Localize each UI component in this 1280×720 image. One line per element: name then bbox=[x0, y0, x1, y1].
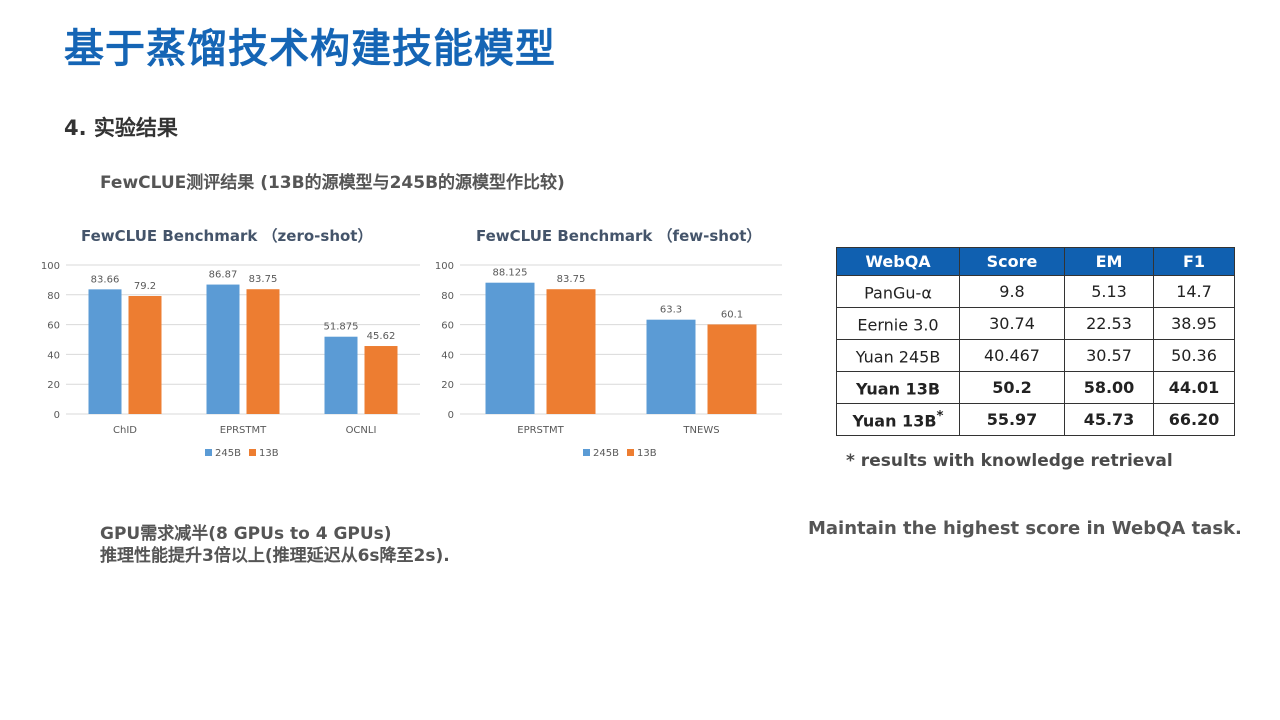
em-cell: 5.13 bbox=[1064, 275, 1154, 308]
data-label: 79.2 bbox=[134, 281, 156, 292]
y-tick-label: 60 bbox=[47, 321, 60, 332]
y-tick-label: 80 bbox=[441, 291, 454, 302]
data-label: 83.75 bbox=[249, 274, 278, 285]
category-label: ChID bbox=[113, 425, 137, 436]
legend-label: 13B bbox=[259, 448, 279, 459]
table-row: Yuan 13B* 55.97 45.73 66.20 bbox=[836, 403, 1235, 436]
slide-title: 基于蒸馏技术构建技能模型 bbox=[64, 26, 556, 72]
y-tick-label: 80 bbox=[47, 291, 60, 302]
score-cell: 30.74 bbox=[959, 307, 1065, 340]
webqa-conclusion: Maintain the highest score in WebQA task… bbox=[808, 518, 1242, 539]
legend-label: 245B bbox=[593, 448, 619, 459]
legend-swatch-13B bbox=[249, 449, 256, 456]
data-label: 60.1 bbox=[721, 309, 743, 320]
webqa-table: WebQA Score EM F1 PanGu-α 9.8 5.13 14.7 … bbox=[836, 247, 1235, 436]
y-tick-label: 40 bbox=[441, 350, 454, 361]
f1-cell: 38.95 bbox=[1153, 307, 1235, 340]
bar-13B-EPRSTMT bbox=[246, 289, 280, 414]
y-tick-label: 0 bbox=[54, 410, 60, 421]
y-tick-label: 0 bbox=[448, 410, 454, 421]
y-tick-label: 20 bbox=[47, 380, 60, 391]
bar-245B-EPRSTMT bbox=[485, 282, 535, 414]
category-label: TNEWS bbox=[682, 425, 719, 436]
legend-label: 13B bbox=[637, 448, 657, 459]
table-row: PanGu-α 9.8 5.13 14.7 bbox=[836, 275, 1235, 308]
f1-cell: 44.01 bbox=[1153, 371, 1235, 404]
model-cell: Yuan 13B bbox=[836, 371, 960, 404]
y-tick-label: 40 bbox=[47, 350, 60, 361]
zero-shot-chart-svg: FewCLUE Benchmark （zero-shot） 0 20 40 60 80 10… bbox=[41, 227, 420, 459]
chart-title: FewCLUE Benchmark （few-shot） bbox=[476, 227, 761, 245]
legend-swatch-245B bbox=[205, 449, 212, 456]
gpu-note-line: GPU需求减半(8 GPUs to 4 GPUs) bbox=[100, 524, 392, 544]
bar-13B-TNEWS bbox=[707, 324, 757, 414]
category-label: EPRSTMT bbox=[517, 425, 564, 436]
y-tick-label: 60 bbox=[441, 321, 454, 332]
data-label: 86.87 bbox=[209, 270, 238, 281]
table-row: Yuan 245B 40.467 30.57 50.36 bbox=[836, 339, 1235, 372]
bar-13B-EPRSTMT bbox=[546, 289, 596, 414]
bar-245B-ChID bbox=[88, 289, 122, 414]
header-f1: F1 bbox=[1153, 247, 1235, 276]
y-tick-label: 100 bbox=[435, 261, 454, 272]
em-cell: 22.53 bbox=[1064, 307, 1154, 340]
data-label: 83.75 bbox=[557, 274, 586, 285]
score-cell: 40.467 bbox=[959, 339, 1065, 372]
legend-swatch-245B bbox=[583, 449, 590, 456]
bar-245B-OCNLI bbox=[324, 336, 358, 414]
header-score: Score bbox=[959, 247, 1065, 276]
table-row: Eernie 3.0 30.74 22.53 38.95 bbox=[836, 307, 1235, 340]
few-shot-chart: FewCLUE Benchmark （few-shot） 0 20 40 60 80 100… bbox=[430, 220, 800, 470]
few-shot-chart-svg: FewCLUE Benchmark （few-shot） 0 20 40 60 80 100… bbox=[435, 227, 782, 459]
legend-label: 245B bbox=[215, 448, 241, 459]
chart-title: FewCLUE Benchmark （zero-shot） bbox=[81, 227, 372, 245]
em-cell: 30.57 bbox=[1064, 339, 1154, 372]
category-label: EPRSTMT bbox=[220, 425, 267, 436]
score-cell: 50.2 bbox=[959, 371, 1065, 404]
gpu-inference-note: GPU需求减半(8 GPUs to 4 GPUs) 推理性能提升3倍以上(推理延… bbox=[100, 523, 450, 567]
bar-245B-TNEWS bbox=[646, 319, 696, 414]
legend-swatch-13B bbox=[627, 449, 634, 456]
inference-note-line: 推理性能提升3倍以上(推理延迟从6s降至2s). bbox=[100, 546, 450, 566]
model-cell: PanGu-α bbox=[836, 275, 960, 308]
model-cell: Eernie 3.0 bbox=[836, 307, 960, 340]
em-cell: 45.73 bbox=[1064, 403, 1154, 436]
header-em: EM bbox=[1064, 247, 1154, 276]
table-row: Yuan 13B 50.2 58.00 44.01 bbox=[836, 371, 1235, 404]
score-cell: 9.8 bbox=[959, 275, 1065, 308]
bar-13B-OCNLI bbox=[364, 346, 398, 414]
zero-shot-chart: FewCLUE Benchmark （zero-shot） 0 20 40 60 80 10… bbox=[34, 220, 420, 470]
score-cell: 55.97 bbox=[959, 403, 1065, 436]
model-cell: Yuan 13B* bbox=[836, 403, 960, 436]
webqa-header-row: WebQA Score EM F1 bbox=[836, 247, 1235, 276]
f1-cell: 66.20 bbox=[1153, 403, 1235, 436]
bar-13B-ChID bbox=[128, 295, 162, 414]
fewclue-subheading: FewCLUE测评结果 (13B的源模型与245B的源模型作比较) bbox=[100, 173, 565, 193]
knowledge-retrieval-footnote: * results with knowledge retrieval bbox=[846, 451, 1173, 471]
em-cell: 58.00 bbox=[1064, 371, 1154, 404]
header-webqa: WebQA bbox=[836, 247, 960, 276]
y-tick-label: 100 bbox=[41, 261, 60, 272]
model-cell: Yuan 245B bbox=[836, 339, 960, 372]
y-tick-label: 20 bbox=[441, 380, 454, 391]
data-label: 83.66 bbox=[91, 274, 120, 285]
f1-cell: 50.36 bbox=[1153, 339, 1235, 372]
category-label: OCNLI bbox=[346, 425, 377, 436]
data-label: 88.125 bbox=[493, 268, 528, 279]
bar-245B-EPRSTMT bbox=[206, 284, 240, 414]
section-heading: 4. 实验结果 bbox=[64, 116, 178, 140]
f1-cell: 14.7 bbox=[1153, 275, 1235, 308]
data-label: 63.3 bbox=[660, 305, 682, 316]
data-label: 51.875 bbox=[324, 322, 359, 333]
data-label: 45.62 bbox=[367, 331, 396, 342]
